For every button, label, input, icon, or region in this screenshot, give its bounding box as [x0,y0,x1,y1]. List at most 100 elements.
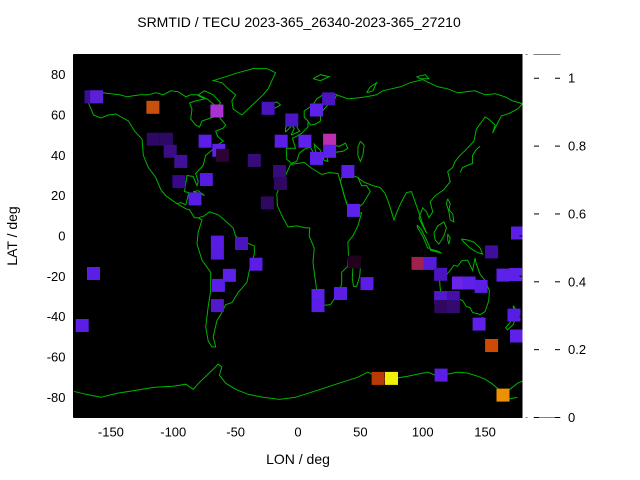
tec-cell [146,100,160,114]
coastline [416,224,431,249]
colorbar-tick-label: 0.2 [568,342,586,357]
coastline [447,233,451,245]
tec-cell [260,196,274,210]
colorbar-tick-label: 1 [568,71,575,86]
colorbar-tick-label: 0.4 [568,274,586,289]
colorbar-tick-label: 0.8 [568,139,586,154]
tec-cell [496,268,510,282]
y-tick-label: -80 [47,390,66,405]
tec-cell [334,287,347,300]
y-tick-label: 60 [51,108,65,123]
x-tick-label: 0 [294,425,301,440]
tec-cell [90,90,104,104]
y-tick-label: -40 [47,309,66,324]
tec-cell [496,388,510,402]
x-tick-label: -100 [160,425,186,440]
coastline [276,161,363,307]
y-axis-label: LAT / deg [4,206,20,265]
tec-cell [261,101,275,115]
coastline [312,74,331,82]
map-background [73,54,523,418]
tec-cell [348,255,361,269]
tec-cell [274,177,287,191]
tec-cell [210,299,224,313]
coastline [88,90,227,206]
tec-cell [274,134,288,148]
y-tick-label: 20 [51,188,65,203]
tec-cell [273,165,286,178]
tec-cell [485,245,499,259]
tec-cell [216,148,229,162]
tec-cell-layer [75,90,524,402]
tec-cell [285,113,299,127]
tec-cell [509,268,523,281]
tec-cell [311,289,325,302]
tec-cell [249,257,263,271]
tec-cell [211,278,225,292]
tec-cell [511,226,524,240]
tec-cell [434,300,448,314]
y-tick-label: 80 [51,67,65,82]
x-tick-label: 150 [474,425,496,440]
colorbar-ticks: 1 0.8 0.6 0.4 0.2 0 [534,71,586,425]
coastline [459,145,481,173]
tec-cell [163,144,177,158]
x-axis-label: LON / deg [266,451,330,467]
colorbar-tick-label: 0.6 [568,206,586,221]
tec-cell [385,371,398,385]
tec-cell [322,92,336,106]
tec-cell [446,300,460,314]
tec-cell [462,276,476,290]
tec-cell [434,368,448,382]
coastline [357,140,365,163]
tec-cell [174,154,188,168]
coastline [445,198,455,223]
tec-cell [510,329,523,343]
tec-cell [347,203,360,217]
tec-cell [198,134,212,148]
coastline [366,81,378,94]
x-axis-ticks: -150 -100 -50 0 50 100 150 [98,54,496,440]
coastline [211,68,277,116]
y-tick-label: 0 [58,229,65,244]
coastline [433,221,447,245]
x-tick-label: -150 [98,425,124,440]
tec-cell [452,276,465,290]
tec-cell [310,151,323,165]
right-gap-mask [522,54,640,418]
tec-cell [298,134,312,148]
tec-cell [485,339,499,352]
coastline [73,363,523,400]
x-tick-label: -50 [226,425,245,440]
tec-cell [341,165,355,178]
tec-cell [423,256,437,270]
tec-cell [210,104,224,118]
tec-cell [75,319,89,332]
tec-cell [247,153,261,167]
chart-title: SRMTID / TECU 2023-365_26340-2023-365_27… [137,14,461,30]
tec-cell [311,299,325,313]
tec-cell [87,267,100,280]
tec-cell [146,132,160,146]
coastline [418,103,523,234]
tec-cell [172,175,186,189]
tec-cell [411,256,425,270]
coastline [461,238,484,256]
tec-cell [235,237,248,250]
tec-cell [323,144,337,158]
coastline [416,74,431,80]
tec-cell [210,235,224,249]
tec-cell [222,268,236,282]
tec-cell [371,371,385,385]
tec-cell [472,317,486,331]
tec-cell [199,173,213,186]
tec-cell [159,132,173,146]
tec-cell [210,246,224,260]
tec-cell [360,277,374,291]
y-tick-label: -60 [47,350,66,365]
tec-cell [310,103,323,117]
coastline [429,248,442,254]
tec-cell [434,267,448,281]
y-tick-label: -20 [47,269,66,284]
